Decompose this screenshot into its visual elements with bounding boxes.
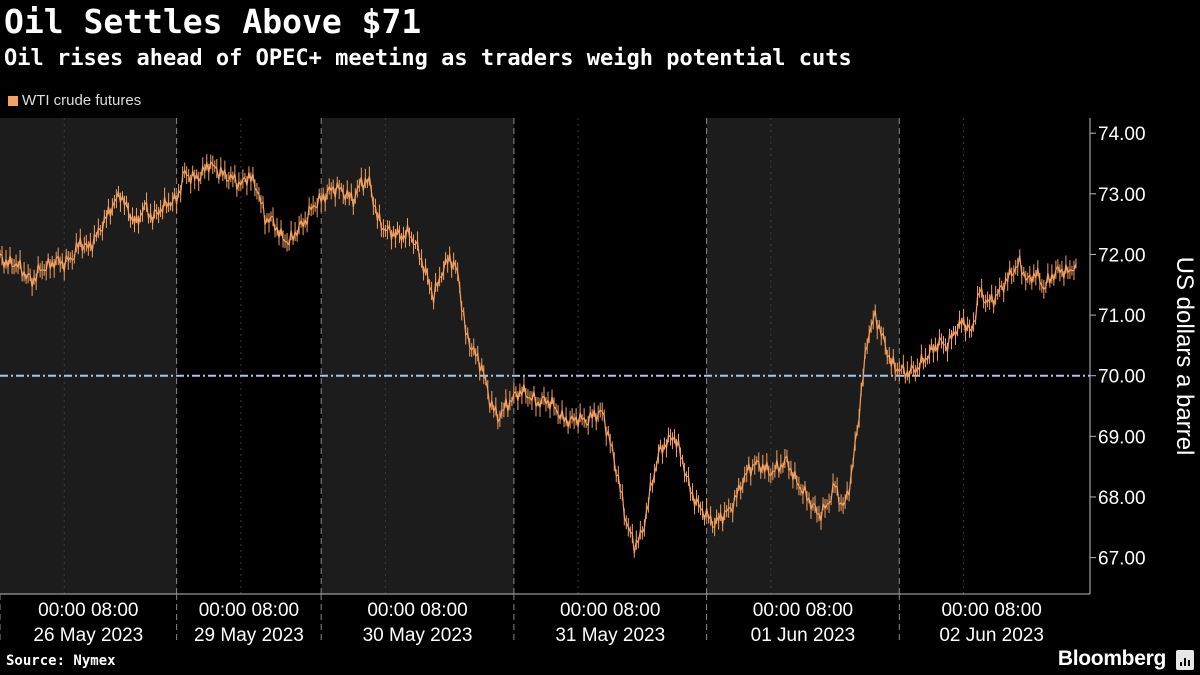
x-tick-label: 00:00 08:00 bbox=[753, 600, 853, 621]
x-date-label: 30 May 2023 bbox=[363, 625, 473, 646]
legend: WTI crude futures bbox=[8, 92, 141, 109]
y-tick-label: 71.00 bbox=[1098, 306, 1146, 327]
series-line bbox=[0, 160, 1077, 554]
y-tick-label: 73.00 bbox=[1098, 185, 1146, 206]
chart-title: Oil Settles Above $71 bbox=[4, 2, 422, 41]
source-note: Source: Nymex bbox=[6, 653, 116, 669]
legend-label: WTI crude futures bbox=[22, 92, 142, 109]
x-date-label: 02 Jun 2023 bbox=[939, 625, 1044, 646]
brand-logo: Bloomberg bbox=[1057, 647, 1166, 670]
x-date-label: 31 May 2023 bbox=[555, 625, 665, 646]
x-date-label: 29 May 2023 bbox=[194, 625, 304, 646]
day-band bbox=[706, 118, 900, 594]
x-tick-label: 00:00 08:00 bbox=[199, 600, 299, 621]
chart-subtitle: Oil rises ahead of OPEC+ meeting as trad… bbox=[4, 46, 852, 71]
y-axis-title: US dollars a barrel bbox=[1171, 257, 1198, 456]
x-date-label: 01 Jun 2023 bbox=[751, 625, 856, 646]
x-tick-label: 00:00 08:00 bbox=[38, 600, 138, 621]
y-tick-label: 69.00 bbox=[1098, 427, 1146, 448]
day-band bbox=[321, 118, 514, 594]
legend-swatch bbox=[8, 95, 18, 106]
x-date-label: 26 May 2023 bbox=[33, 625, 143, 646]
y-tick-label: 74.00 bbox=[1098, 124, 1146, 145]
x-tick-label: 00:00 08:00 bbox=[941, 600, 1041, 621]
x-tick-label: 00:00 08:00 bbox=[367, 600, 467, 621]
chart-icon bbox=[1176, 650, 1194, 670]
y-tick-label: 67.00 bbox=[1098, 549, 1146, 570]
y-tick-label: 68.00 bbox=[1098, 488, 1146, 509]
y-tick-label: 72.00 bbox=[1098, 245, 1146, 266]
y-tick-label: 70.00 bbox=[1098, 367, 1146, 388]
x-tick-label: 00:00 08:00 bbox=[560, 600, 660, 621]
day-band bbox=[0, 118, 177, 594]
